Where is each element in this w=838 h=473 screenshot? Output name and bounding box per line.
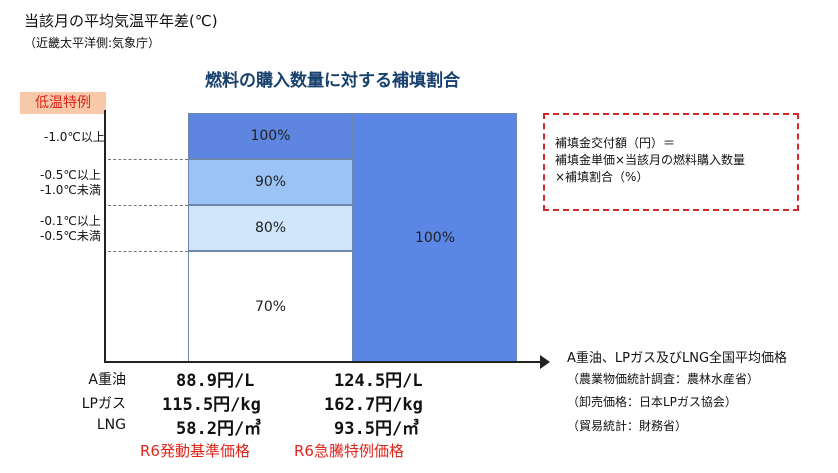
segment-base-90: 90% (188, 159, 353, 205)
base-price-a-oil: 88.9円/L (176, 371, 255, 391)
segment-base-70: 70% (188, 251, 353, 362)
y-label-3: -0.1℃以上 -0.5℃未満 (40, 214, 101, 244)
y-label-2: -0.5℃以上 -1.0℃未満 (40, 168, 101, 198)
y-label-1: -1.0℃以上 (44, 130, 105, 145)
low-temp-badge: 低温特例 (20, 92, 106, 114)
special-price-a-oil: 124.5円/L (334, 371, 423, 391)
base-price-lng: 58.2円/㎥ (176, 419, 262, 439)
special-price-label: R6急騰特例価格 (294, 442, 404, 460)
special-price-lpg: 162.7円/kg (324, 395, 423, 415)
y-label-2-line-2: -1.0℃未満 (40, 183, 101, 197)
fuel-name-lng: LNG (96, 417, 126, 433)
formula-line-2: 補填金単価×当該月の燃料購入数量 (555, 153, 746, 167)
segment-special-100-label: 100% (414, 229, 456, 246)
x-axis-title: A重油、LPガス及びLNG全国平均価格 (567, 351, 788, 366)
y-axis (104, 110, 106, 363)
formula-line-3: ×補填割合（%） (555, 170, 649, 184)
x-axis-arrow-icon (540, 355, 550, 369)
segment-special-100: 100% (353, 113, 517, 362)
y-label-2-line-1: -0.5℃以上 (40, 168, 101, 182)
formula-line-1: 補填金交付額（円）＝ (555, 136, 676, 150)
segment-base-100-label: 100% (250, 128, 291, 144)
threshold-line-2 (108, 205, 188, 206)
base-price-label: R6発動基準価格 (140, 442, 250, 460)
fuel-name-a-oil: A重油 (88, 372, 126, 388)
y-axis-subtitle: （近畿太平洋側:気象庁） (24, 36, 161, 50)
source-3: （貿易統計：財務省） (567, 419, 688, 433)
threshold-line-3 (108, 251, 188, 252)
chart-title: 燃料の購入数量に対する補填割合 (205, 71, 460, 91)
base-price-lpg: 115.5円/kg (162, 395, 261, 415)
segment-base-80-label: 80% (254, 220, 287, 236)
y-label-3-line-2: -0.5℃未満 (40, 229, 101, 243)
segment-base-80: 80% (188, 205, 353, 251)
formula-box: 補填金交付額（円）＝ 補填金単価×当該月の燃料購入数量 ×補填割合（%） (543, 113, 799, 211)
special-price-lng: 93.5円/㎥ (334, 419, 420, 439)
y-label-3-line-1: -0.1℃以上 (40, 214, 101, 228)
segment-base-90-label: 90% (254, 174, 287, 190)
source-2: （卸売価格：日本LPガス協会） (567, 395, 737, 409)
segment-base-70-label: 70% (254, 298, 287, 315)
x-axis (104, 361, 544, 363)
source-1: （農業物価統計調査：農林水産省） (567, 372, 760, 386)
y-axis-title: 当該月の平均気温平年差(℃) (24, 12, 218, 30)
fuel-name-lpg: LPガス (81, 396, 126, 412)
threshold-line-1 (108, 159, 188, 160)
segment-base-100: 100% (188, 113, 353, 159)
y-label-1-line-1: -1.0℃以上 (44, 130, 105, 144)
